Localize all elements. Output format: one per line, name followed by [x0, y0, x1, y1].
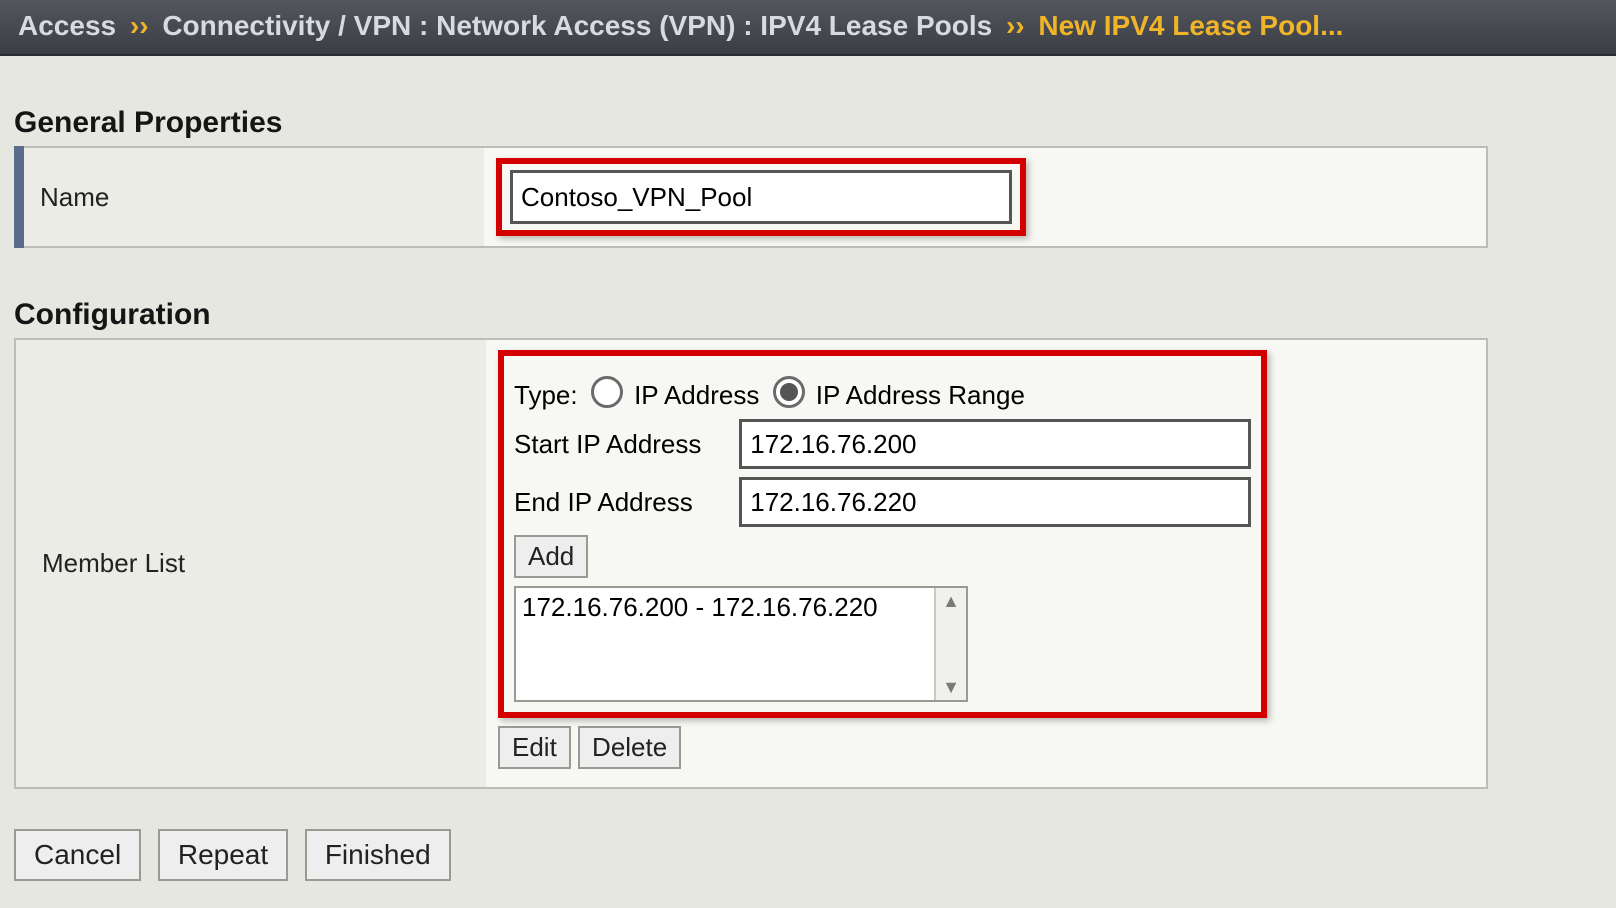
breadcrumb: Access ›› Connectivity / VPN : Network A… — [0, 0, 1616, 56]
edit-button[interactable]: Edit — [498, 726, 571, 769]
breadcrumb-seg-access[interactable]: Access — [18, 10, 116, 41]
scroll-down-icon[interactable]: ▼ — [942, 678, 960, 696]
memberlist-cell: Type: IP Address IP Address Range Start … — [486, 339, 1487, 788]
radio-ip-address[interactable] — [591, 376, 623, 408]
form-buttons: Cancel Repeat Finished — [14, 829, 1616, 881]
memberlist-label: Member List — [15, 339, 486, 788]
highlight-name — [496, 158, 1026, 236]
radio-ip-range-label: IP Address Range — [816, 380, 1025, 410]
highlight-config: Type: IP Address IP Address Range Start … — [498, 350, 1267, 718]
cancel-button[interactable]: Cancel — [14, 829, 141, 881]
add-button[interactable]: Add — [514, 535, 588, 578]
radio-ip-range[interactable] — [773, 376, 805, 408]
breadcrumb-seg-path[interactable]: Connectivity / VPN : Network Access (VPN… — [162, 10, 992, 41]
general-properties-table: Name — [14, 146, 1488, 248]
name-label: Name — [19, 147, 484, 247]
radio-ip-address-label: IP Address — [634, 380, 759, 410]
member-list[interactable]: 172.16.76.200 - 172.16.76.220 ▲ ▼ — [514, 586, 968, 702]
finished-button[interactable]: Finished — [305, 829, 451, 881]
member-list-item[interactable]: 172.16.76.200 - 172.16.76.220 — [522, 590, 928, 624]
repeat-button[interactable]: Repeat — [158, 829, 288, 881]
type-label: Type: — [514, 380, 578, 411]
name-cell — [484, 147, 1487, 247]
section-heading-general: General Properties — [14, 106, 1616, 140]
name-input[interactable] — [510, 170, 1012, 224]
end-ip-input[interactable] — [739, 477, 1251, 527]
scroll-up-icon[interactable]: ▲ — [942, 592, 960, 610]
start-ip-input[interactable] — [739, 419, 1251, 469]
breadcrumb-separator: ›› — [124, 10, 155, 41]
end-ip-label: End IP Address — [514, 487, 728, 518]
breadcrumb-current: New IPV4 Lease Pool... — [1038, 10, 1343, 41]
start-ip-label: Start IP Address — [514, 429, 728, 460]
member-list-scrollbar[interactable]: ▲ ▼ — [934, 588, 966, 700]
breadcrumb-separator: ›› — [1000, 10, 1031, 41]
configuration-table: Member List Type: IP Address IP Address … — [14, 338, 1488, 789]
section-heading-configuration: Configuration — [14, 298, 1616, 332]
delete-button[interactable]: Delete — [578, 726, 681, 769]
